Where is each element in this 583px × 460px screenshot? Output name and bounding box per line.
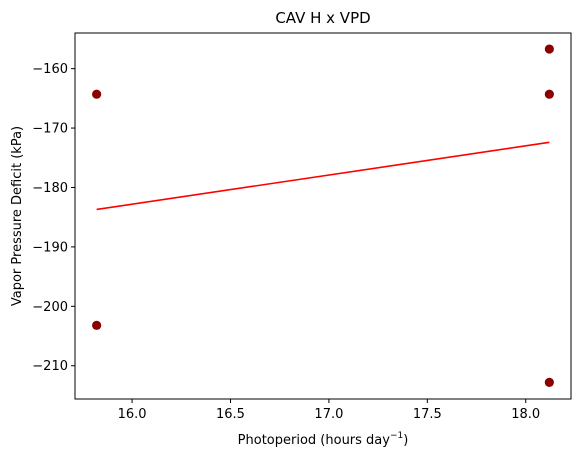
- y-tick-label: −180: [32, 181, 68, 196]
- trend-line: [96, 141, 550, 211]
- y-tick-label: −190: [32, 240, 68, 255]
- x-axis-label-exponent: −1: [390, 431, 403, 441]
- x-tick-label: 17.5: [413, 407, 442, 422]
- y-tick-label: −200: [32, 300, 68, 315]
- data-point-2: [92, 320, 102, 330]
- y-tick-label: −170: [32, 122, 68, 137]
- chart-title: CAV H x VPD: [275, 9, 370, 27]
- x-tick-label: 18.0: [511, 407, 540, 422]
- data-point-4: [544, 89, 554, 99]
- data-point-5: [544, 377, 554, 387]
- y-tick-label: −160: [32, 62, 68, 77]
- x-tick-label: 16.5: [216, 407, 245, 422]
- chart-marks: [92, 44, 554, 387]
- y-axis-label: Vapor Pressure Deficit (kPa): [10, 126, 25, 306]
- plot-frame: [74, 32, 572, 400]
- y-tick-label: −210: [32, 359, 68, 374]
- x-axis-ticks: 16.0 16.5 17.0 17.5 18.0: [118, 399, 540, 422]
- x-tick-label: 16.0: [118, 407, 147, 422]
- x-tick-label: 17.0: [314, 407, 343, 422]
- data-point-3: [544, 44, 554, 54]
- plot-background: [75, 33, 571, 399]
- x-axis-label: Photoperiod (hours day−1): [238, 431, 409, 448]
- data-point-1: [92, 89, 102, 99]
- y-axis-ticks: −210 −200 −190 −180 −170 −160: [32, 62, 75, 374]
